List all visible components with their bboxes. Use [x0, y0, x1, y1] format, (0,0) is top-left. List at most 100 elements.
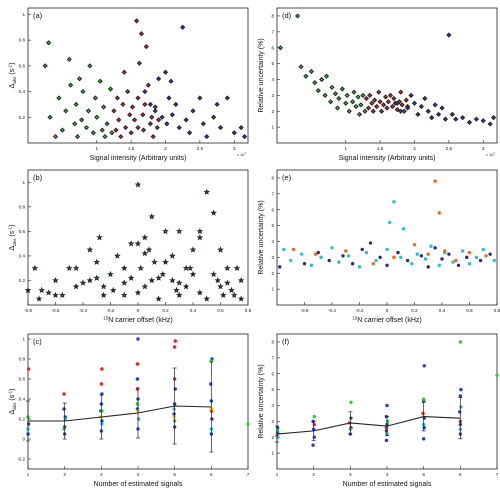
mean-line — [28, 405, 212, 422]
panel-label: (d) — [282, 11, 292, 20]
y-axis-label-unit: (s — [9, 68, 16, 76]
x-tick-label: 3 — [482, 146, 485, 151]
data-point — [93, 258, 101, 265]
data-point — [465, 255, 469, 260]
data-point — [141, 283, 149, 290]
data-point — [385, 263, 389, 267]
data-point — [362, 108, 368, 114]
data-point — [76, 76, 83, 82]
data-point — [100, 367, 104, 371]
data-point — [383, 94, 389, 100]
data-point — [350, 262, 355, 266]
data-point — [385, 419, 390, 424]
data-point — [109, 286, 117, 294]
data-point — [151, 258, 158, 265]
data-point — [203, 295, 211, 302]
data-point — [426, 252, 430, 256]
data-point — [365, 105, 372, 111]
data-point — [332, 91, 339, 97]
x-tick-label: 1 — [276, 472, 279, 477]
data-point — [313, 252, 318, 256]
y-tick-label: 0.4 — [19, 397, 26, 402]
data-point — [344, 92, 350, 98]
data-point — [141, 249, 149, 257]
data-point — [432, 102, 438, 108]
y-axis-label-sub: abs — [12, 402, 17, 410]
mean-line-group — [26, 361, 214, 453]
data-point — [63, 417, 67, 421]
y-tick-label: 1 — [271, 287, 274, 292]
data-point — [312, 414, 316, 419]
x-axis-label-main: N carrier offset (kHz) — [108, 317, 172, 324]
data-point — [440, 257, 444, 261]
x-tick-label: 0.6 — [466, 308, 473, 313]
data-point — [186, 264, 194, 272]
data-point — [86, 276, 94, 284]
y-axis-label: Relative uncertainty (%) — [258, 200, 265, 274]
y-tick-label: 4 — [271, 239, 274, 244]
x-axis-label-main: N carrier offset (kHz) — [357, 317, 421, 324]
y-tick-label: 0.6 — [19, 63, 26, 68]
data-point — [182, 283, 190, 290]
series-1 — [291, 179, 488, 266]
data-point — [334, 105, 341, 111]
data-point — [412, 242, 417, 247]
data-point — [52, 276, 59, 284]
data-point — [90, 130, 96, 136]
data-point — [458, 340, 463, 344]
data-point — [323, 73, 330, 79]
y-tick-label: 7 — [271, 355, 274, 360]
y-tick-label: 0.8 — [19, 38, 26, 43]
x-tick-label: 0.8 — [245, 308, 252, 313]
x-tick-label: 1.5 — [128, 146, 135, 151]
data-point — [421, 397, 426, 401]
data-point — [35, 295, 43, 302]
data-point — [437, 211, 441, 215]
data-point — [127, 240, 135, 247]
data-point — [356, 111, 363, 118]
data-point — [302, 262, 307, 266]
data-point — [127, 274, 135, 281]
data-point — [97, 78, 103, 84]
data-point — [442, 116, 449, 122]
x-tick-label: 2 — [164, 146, 167, 151]
x-tick-label: 5 — [422, 472, 425, 477]
data-point — [190, 108, 196, 114]
data-point — [173, 387, 177, 391]
data-point — [211, 114, 217, 120]
x-tick-label: 6 — [459, 472, 462, 477]
data-point — [134, 181, 142, 188]
data-point — [169, 112, 175, 118]
data-point — [312, 80, 318, 86]
data-point — [100, 291, 107, 299]
data-point — [142, 88, 148, 95]
data-point — [164, 121, 170, 127]
y-tick-label: 2 — [271, 271, 274, 276]
x-tick-label: 0.6 — [217, 308, 224, 313]
series-0 — [31, 181, 245, 299]
y-tick-label: 5 — [271, 61, 274, 66]
data-point — [155, 274, 162, 281]
data-point — [466, 119, 473, 125]
data-point — [480, 118, 486, 124]
data-point — [204, 133, 210, 140]
y-tick-label: 6 — [271, 45, 274, 50]
data-point — [282, 247, 286, 252]
panel-label: (a) — [33, 11, 43, 20]
data-point — [241, 133, 248, 140]
data-point — [368, 241, 373, 245]
data-point — [275, 426, 280, 430]
y-tick-label: 8 — [271, 340, 274, 345]
data-point — [120, 279, 128, 286]
data-point — [344, 249, 348, 253]
data-point — [86, 246, 94, 253]
data-point — [100, 409, 104, 413]
data-point — [467, 262, 472, 266]
data-point — [120, 264, 128, 272]
x-tick-label: 0.4 — [439, 308, 446, 313]
data-point — [154, 124, 160, 131]
data-point — [378, 108, 385, 114]
x-axis-label: Signal intensity (Arbitrary units) — [339, 155, 436, 162]
data-point — [473, 116, 479, 122]
